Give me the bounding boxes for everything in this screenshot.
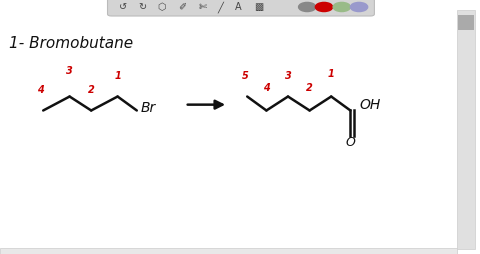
Text: 3: 3 [66,66,73,76]
Text: ▩: ▩ [254,2,264,12]
Text: ↻: ↻ [139,2,146,12]
Text: 1: 1 [328,69,335,79]
Text: OH: OH [359,98,380,113]
Text: ↺: ↺ [120,2,127,12]
Text: ⬡: ⬡ [157,2,166,12]
Text: 3: 3 [285,71,291,81]
Text: 1: 1 [114,71,121,81]
Circle shape [333,3,350,12]
Text: A: A [235,2,242,12]
Text: Br: Br [140,101,156,115]
FancyBboxPatch shape [108,0,374,16]
Bar [0,248,457,254]
Text: 4: 4 [263,83,270,93]
Circle shape [315,3,333,12]
Circle shape [299,3,316,12]
Bar [458,15,474,30]
Text: O: O [346,136,356,149]
Circle shape [350,3,368,12]
Text: ✄: ✄ [199,2,206,12]
Text: 5: 5 [241,71,248,81]
Text: 4: 4 [37,85,44,95]
Text: ✐: ✐ [179,2,186,12]
Text: 1- Bromobutane: 1- Bromobutane [9,36,133,51]
Text: ╱: ╱ [218,1,224,13]
Text: 2: 2 [88,85,95,95]
Text: 2: 2 [306,83,313,93]
Bar [457,10,475,249]
